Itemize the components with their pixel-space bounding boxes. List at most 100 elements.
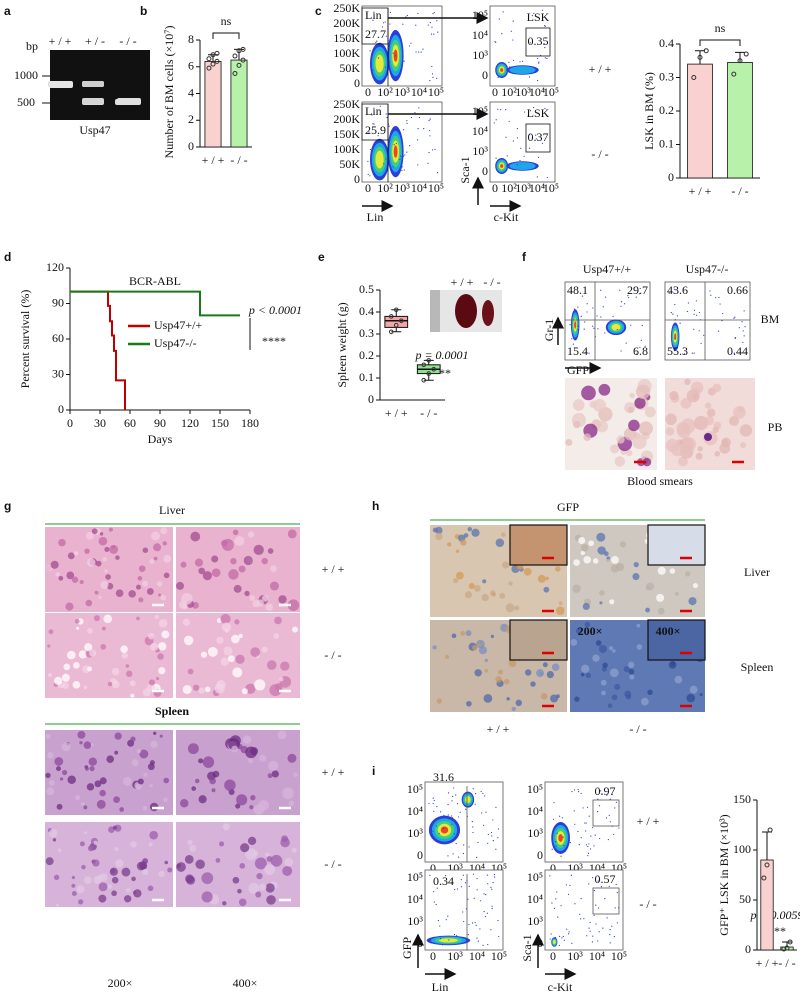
cell <box>681 436 697 452</box>
label: 10⁴ <box>527 804 543 818</box>
flow-event <box>589 921 591 924</box>
label: 10⁵ <box>428 85 444 99</box>
label: 10⁴ <box>589 949 605 963</box>
y-tick-label: 60 <box>52 331 64 345</box>
data-point <box>781 946 787 952</box>
flow-event <box>485 811 487 813</box>
flow-event <box>604 296 607 298</box>
cell <box>712 426 719 434</box>
flow-event <box>453 833 455 835</box>
cell <box>279 677 284 682</box>
x-tick-label: + / + <box>202 153 225 167</box>
cell <box>505 603 515 613</box>
cell <box>540 693 548 700</box>
cell <box>665 413 677 426</box>
cell <box>148 679 155 686</box>
label: 15.4 <box>567 344 588 358</box>
flow-event <box>675 348 677 351</box>
cell <box>602 662 608 668</box>
flow-event <box>415 51 417 53</box>
flow-event <box>613 833 615 836</box>
flow-event <box>579 913 581 915</box>
flow-event <box>578 844 580 846</box>
flow-event <box>684 353 686 355</box>
flow-event <box>434 148 436 151</box>
flow-event <box>452 853 454 855</box>
flow-event <box>558 944 560 947</box>
label: 10⁴ <box>407 892 423 906</box>
flow-event <box>428 802 430 805</box>
label: Usp47-/- <box>686 262 729 276</box>
data-point <box>398 318 404 324</box>
flow-event <box>533 12 535 15</box>
flow-event <box>567 893 570 895</box>
cell <box>467 526 473 532</box>
flow-event <box>566 928 568 930</box>
cell <box>435 532 443 541</box>
flow-event <box>467 898 469 900</box>
flow-event <box>611 793 613 796</box>
flow-event <box>369 175 371 177</box>
cell <box>695 452 703 460</box>
cell <box>247 836 257 846</box>
cell <box>259 754 267 762</box>
flow-event <box>460 886 463 888</box>
flow-event <box>588 927 590 929</box>
cell <box>261 557 268 565</box>
flow-event <box>535 134 537 136</box>
flow-density <box>574 321 577 329</box>
flow-event <box>484 795 486 797</box>
data-point <box>388 314 394 319</box>
flow-event <box>401 166 403 168</box>
flow-event <box>535 138 537 140</box>
cell <box>240 843 250 853</box>
cell <box>77 730 86 739</box>
flow-event <box>476 856 478 858</box>
label: 10⁴ <box>411 181 427 195</box>
flow-event <box>493 874 496 876</box>
cell <box>251 850 259 857</box>
flow-event <box>609 821 611 823</box>
flow-event <box>367 173 369 176</box>
cell <box>58 575 64 581</box>
cell <box>78 899 84 905</box>
cell <box>271 770 279 778</box>
flow-event <box>600 886 603 888</box>
label: 10⁴ <box>411 85 427 99</box>
cell <box>87 628 93 634</box>
cell <box>729 415 740 426</box>
label: 200K <box>333 112 360 126</box>
cell <box>477 643 482 647</box>
cell <box>273 633 280 639</box>
flow-event <box>447 792 450 794</box>
cell <box>115 589 124 598</box>
flow-event <box>627 295 629 297</box>
flow-event <box>602 306 604 308</box>
cell <box>233 584 242 593</box>
cell <box>86 558 96 567</box>
flow-event <box>571 338 573 340</box>
flow-event <box>573 789 576 791</box>
cell <box>198 567 206 575</box>
cell <box>150 642 159 651</box>
cell <box>71 875 76 880</box>
cell <box>277 730 287 740</box>
flow-event <box>500 108 502 111</box>
flow-event <box>600 316 602 318</box>
cell <box>435 526 443 535</box>
flow-event <box>497 76 499 79</box>
cell <box>92 859 100 867</box>
cell <box>186 875 196 885</box>
flow-event <box>491 907 493 910</box>
label: 10² <box>501 85 517 99</box>
cell <box>187 743 199 755</box>
cell <box>61 742 71 752</box>
flow-plot <box>544 869 624 951</box>
flow-event <box>580 792 582 795</box>
flow-density <box>611 323 621 331</box>
flow-event <box>609 798 611 800</box>
flow-event <box>627 297 630 299</box>
cell <box>570 638 578 646</box>
flow-event <box>559 815 561 817</box>
flow-event <box>593 889 595 892</box>
